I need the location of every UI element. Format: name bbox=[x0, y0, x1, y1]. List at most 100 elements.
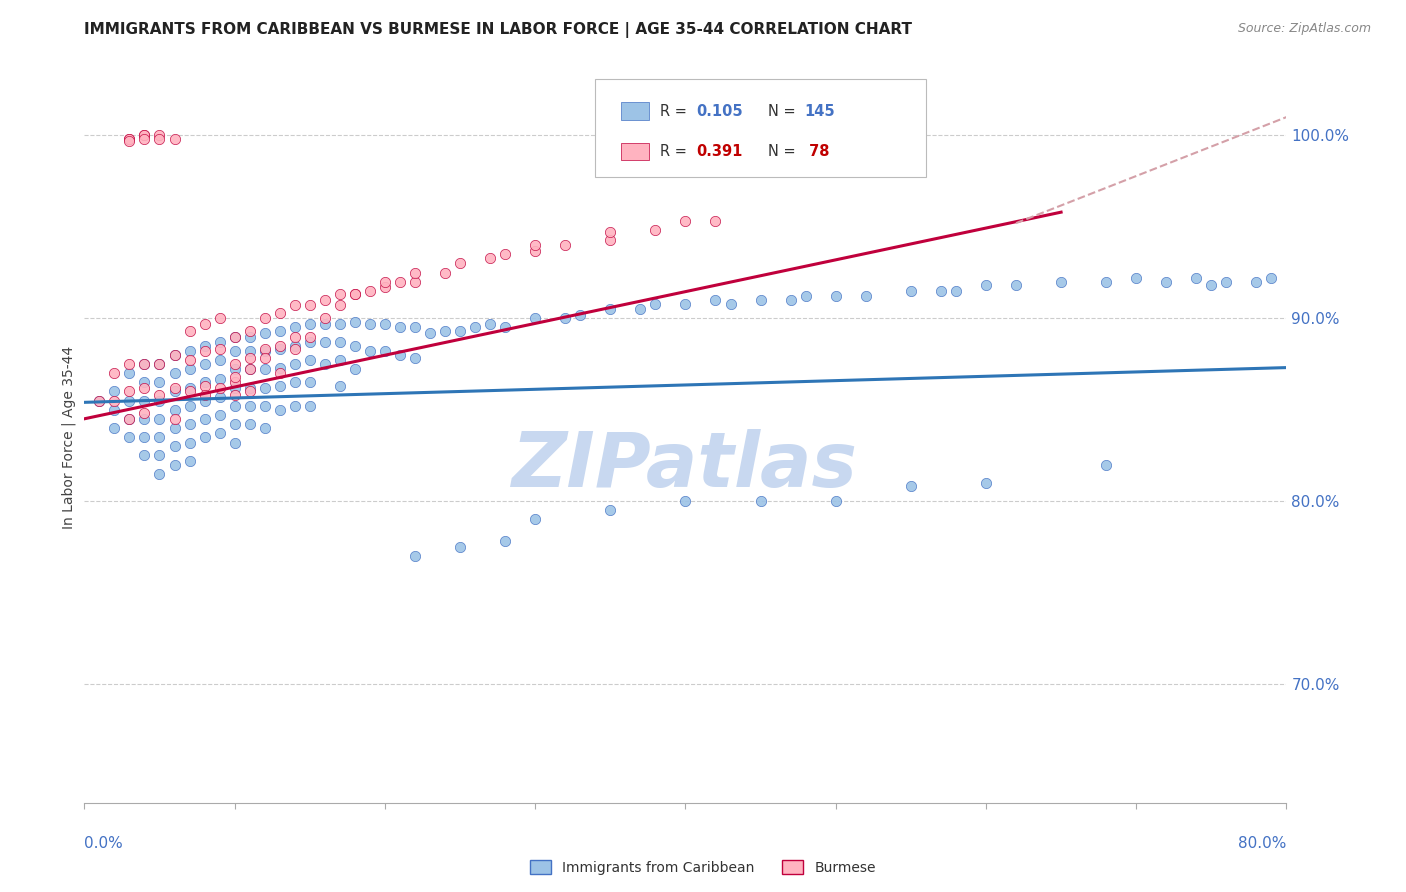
Text: 0.391: 0.391 bbox=[696, 145, 742, 159]
Point bbox=[148, 448, 170, 462]
Text: IMMIGRANTS FROM CARIBBEAN VS BURMESE IN LABOR FORCE | AGE 35-44 CORRELATION CHAR: IMMIGRANTS FROM CARIBBEAN VS BURMESE IN … bbox=[84, 22, 912, 38]
Point bbox=[163, 411, 186, 425]
Point bbox=[1095, 275, 1118, 289]
Point bbox=[148, 375, 170, 389]
Point bbox=[599, 301, 621, 316]
Text: 145: 145 bbox=[804, 103, 835, 119]
Point bbox=[224, 435, 246, 450]
Point bbox=[269, 343, 291, 357]
Point bbox=[794, 289, 817, 303]
Point bbox=[1215, 275, 1237, 289]
Point bbox=[314, 317, 336, 331]
Point bbox=[134, 132, 156, 146]
Point bbox=[269, 366, 291, 380]
Point bbox=[269, 338, 291, 352]
Y-axis label: In Labor Force | Age 35-44: In Labor Force | Age 35-44 bbox=[62, 345, 76, 529]
Point bbox=[269, 379, 291, 393]
Point bbox=[343, 287, 366, 301]
Point bbox=[134, 448, 156, 462]
Point bbox=[208, 408, 231, 422]
Point bbox=[359, 344, 381, 359]
Text: R =: R = bbox=[661, 103, 692, 119]
Point bbox=[163, 381, 186, 395]
Point bbox=[194, 411, 217, 425]
Point bbox=[269, 306, 291, 320]
Point bbox=[343, 287, 366, 301]
Point bbox=[314, 311, 336, 326]
Point bbox=[419, 326, 441, 340]
Point bbox=[298, 375, 321, 389]
Point bbox=[179, 362, 201, 376]
Point bbox=[118, 132, 141, 146]
Point bbox=[118, 411, 141, 425]
Legend: Immigrants from Caribbean, Burmese: Immigrants from Caribbean, Burmese bbox=[524, 855, 882, 880]
Point bbox=[194, 338, 217, 352]
Point bbox=[148, 132, 170, 146]
Point bbox=[103, 366, 125, 380]
Point bbox=[194, 379, 217, 393]
Point bbox=[163, 458, 186, 472]
Point bbox=[644, 296, 666, 310]
Point bbox=[179, 435, 201, 450]
Point bbox=[239, 351, 262, 366]
Point bbox=[194, 317, 217, 331]
Point bbox=[239, 399, 262, 413]
Point bbox=[179, 384, 201, 399]
Point bbox=[208, 311, 231, 326]
Point bbox=[284, 338, 307, 352]
Point bbox=[253, 343, 276, 357]
Text: N =: N = bbox=[768, 145, 800, 159]
Point bbox=[253, 421, 276, 435]
Point bbox=[900, 479, 922, 493]
Point bbox=[194, 393, 217, 408]
Point bbox=[179, 353, 201, 368]
FancyBboxPatch shape bbox=[620, 143, 650, 161]
Point bbox=[599, 503, 621, 517]
Point bbox=[239, 381, 262, 395]
Point bbox=[208, 334, 231, 349]
Point bbox=[148, 411, 170, 425]
Point bbox=[118, 366, 141, 380]
Point bbox=[239, 344, 262, 359]
Point bbox=[314, 334, 336, 349]
Point bbox=[148, 467, 170, 481]
Point bbox=[824, 289, 846, 303]
Point bbox=[179, 381, 201, 395]
Point bbox=[89, 393, 111, 408]
Point bbox=[298, 298, 321, 312]
Point bbox=[239, 384, 262, 399]
Point bbox=[284, 320, 307, 334]
Point bbox=[449, 540, 471, 554]
Point bbox=[704, 214, 727, 228]
Point bbox=[675, 494, 697, 508]
Point bbox=[224, 417, 246, 432]
Point bbox=[359, 317, 381, 331]
Point bbox=[224, 375, 246, 389]
Point bbox=[464, 320, 486, 334]
Text: Source: ZipAtlas.com: Source: ZipAtlas.com bbox=[1237, 22, 1371, 36]
Point bbox=[824, 494, 846, 508]
Point bbox=[404, 351, 426, 366]
Point bbox=[329, 334, 352, 349]
Text: 78: 78 bbox=[804, 145, 830, 159]
Point bbox=[208, 390, 231, 404]
Point bbox=[224, 344, 246, 359]
Point bbox=[929, 284, 952, 298]
Point bbox=[569, 308, 592, 322]
Point bbox=[224, 399, 246, 413]
Point bbox=[208, 353, 231, 368]
FancyBboxPatch shape bbox=[595, 78, 927, 178]
Point bbox=[675, 296, 697, 310]
Point bbox=[134, 357, 156, 371]
Point bbox=[1185, 271, 1208, 285]
Point bbox=[749, 494, 772, 508]
Point bbox=[855, 289, 877, 303]
Point bbox=[374, 280, 396, 294]
Point bbox=[599, 233, 621, 247]
Point bbox=[134, 430, 156, 444]
Point bbox=[269, 402, 291, 417]
Point bbox=[224, 329, 246, 343]
Point bbox=[134, 393, 156, 408]
Point bbox=[239, 362, 262, 376]
Point bbox=[163, 348, 186, 362]
